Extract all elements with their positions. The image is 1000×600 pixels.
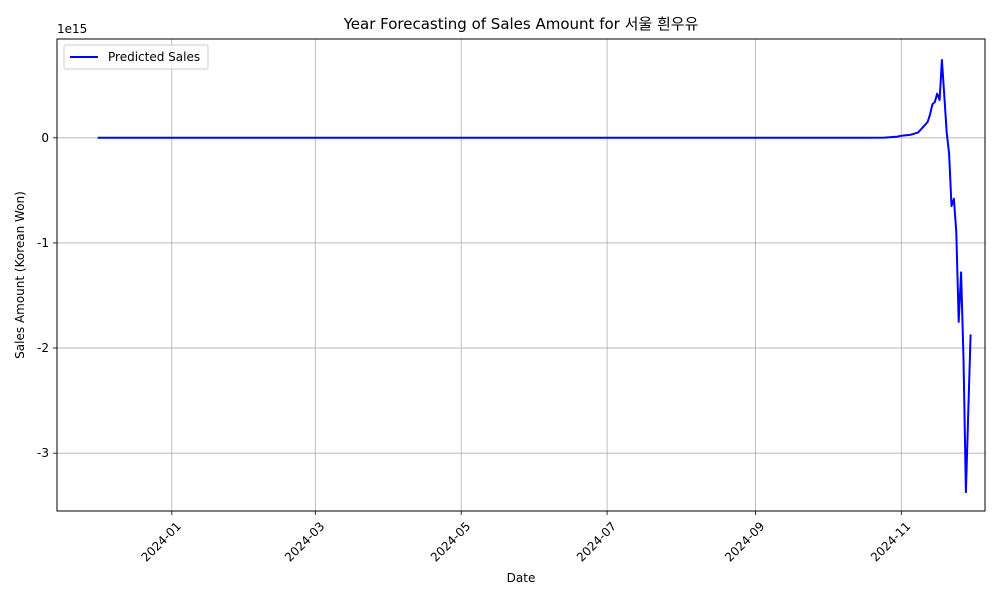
data-layer — [97, 59, 972, 494]
y-axis-label: Sales Amount (Korean Won) — [13, 191, 27, 359]
plot-frame — [56, 38, 986, 512]
y-tick-label: 0 — [41, 131, 49, 145]
series-line-predicted-sales — [97, 59, 972, 494]
legend-label-predicted-sales: Predicted Sales — [108, 50, 200, 64]
y-tick-label: -2 — [37, 341, 49, 355]
y-tick-label: -1 — [37, 236, 49, 250]
x-axis-label: Date — [507, 571, 536, 585]
legend: Predicted Sales — [63, 44, 209, 70]
y-tick-label: -3 — [37, 446, 49, 460]
y-offset-text: 1e15 — [57, 22, 87, 36]
legend-box — [63, 44, 209, 70]
chart-title: Year Forecasting of Sales Amount for 서울 … — [343, 15, 699, 33]
